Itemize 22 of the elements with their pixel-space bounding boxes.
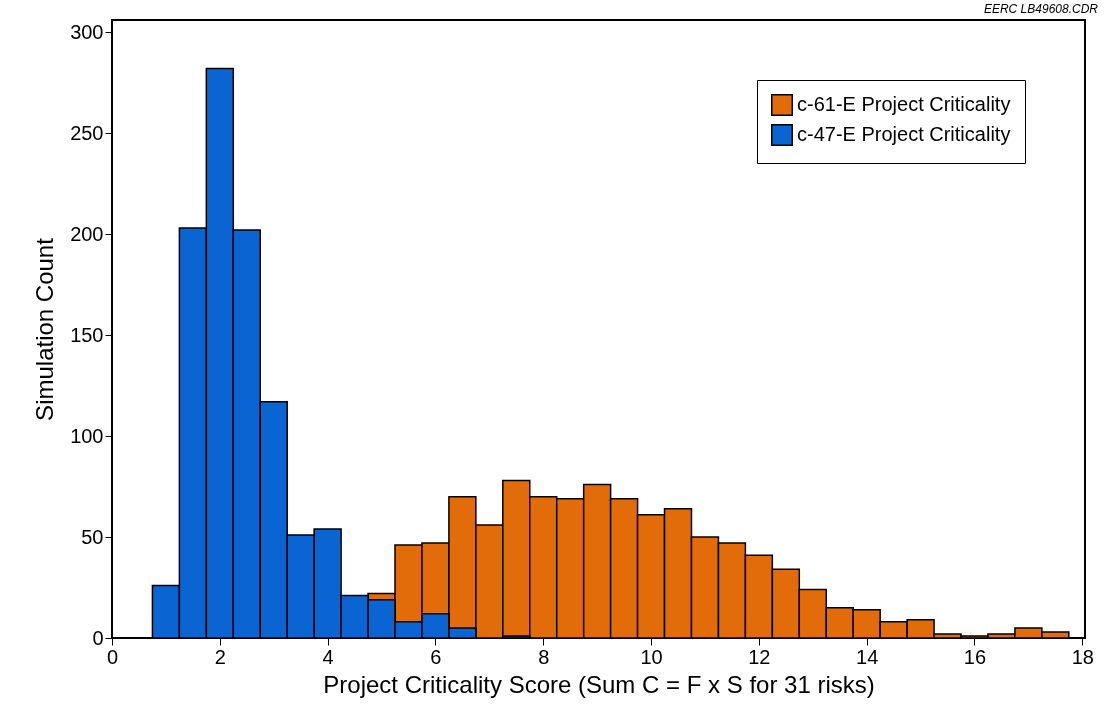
y-tick-label: 300 [70, 20, 104, 43]
x-tick-label: 8 [538, 645, 550, 668]
x-tick-label: 18 [1071, 645, 1094, 668]
y-axis-title: Simulation Count [31, 237, 59, 421]
y-tick-label: 100 [70, 424, 104, 447]
x-tick-label: 14 [856, 645, 879, 668]
legend-label: c-61-E Project Criticality [797, 93, 1011, 115]
x-tick-label: 10 [640, 645, 663, 668]
x-tick-label: 2 [214, 645, 226, 668]
x-tick-label: 4 [322, 645, 334, 668]
x-axis-title: Project Criticality Score (Sum C = F x S for 31 risks) [323, 670, 875, 698]
x-tick-label: 0 [106, 645, 119, 668]
x-tick-label: 16 [963, 645, 987, 668]
y-tick-label: 0 [92, 626, 104, 649]
y-tick-label: 150 [70, 323, 104, 346]
y-tick-label: 250 [70, 121, 104, 144]
x-tick-label: 6 [430, 645, 442, 668]
legend-label: c-47-E Project Criticality [797, 123, 1011, 145]
text: EERC LB49608.CDR [983, 2, 1099, 16]
x-tick-label: 12 [748, 645, 771, 668]
y-tick-label: 200 [70, 222, 104, 245]
y-tick-label: 50 [81, 525, 104, 548]
